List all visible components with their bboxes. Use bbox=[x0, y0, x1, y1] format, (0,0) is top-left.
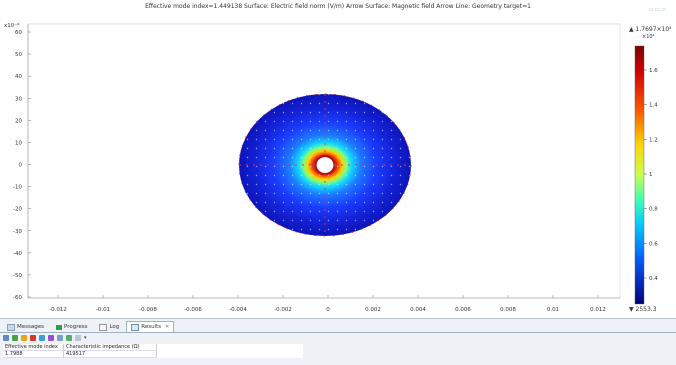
y-tick-label: -30 bbox=[13, 229, 22, 235]
colorbar-tick-label: 1.4 bbox=[649, 103, 658, 109]
tab-progress[interactable]: Progress bbox=[51, 321, 92, 332]
dropdown-icon[interactable]: ▾ bbox=[84, 335, 87, 341]
y-tick-label: 0 bbox=[19, 163, 23, 169]
y-tick-label: -60 bbox=[13, 295, 22, 301]
log-icon bbox=[99, 323, 108, 331]
colorbar bbox=[634, 45, 645, 305]
progress-icon bbox=[55, 324, 62, 330]
x-tick-label: -0.004 bbox=[229, 307, 247, 313]
chart-icon[interactable] bbox=[21, 335, 27, 341]
y-tick-label: 60 bbox=[15, 30, 22, 36]
tab-results[interactable]: Results ✕ bbox=[126, 321, 175, 332]
results-table: Effective mode index Characteristic impe… bbox=[3, 344, 303, 358]
color-icon[interactable] bbox=[48, 335, 54, 341]
x-tick-label: -0.006 bbox=[184, 307, 202, 313]
colorbar-exponent: ×10⁴ bbox=[642, 34, 655, 40]
y-tick-label: 10 bbox=[15, 140, 22, 146]
x-tick-label: -0.012 bbox=[49, 307, 67, 313]
x-tick-label: -0.008 bbox=[139, 307, 157, 313]
messages-icon bbox=[7, 323, 15, 331]
y-tick-label: 30 bbox=[15, 96, 22, 102]
colorbar-max-label: ▲ 1.7697×10⁴ bbox=[629, 26, 672, 33]
panel-tabs: Messages Progress Log Results ✕ bbox=[0, 321, 175, 332]
plot-toolbar-badge: ▭ ▭ ▭ bbox=[648, 7, 666, 13]
colorbar-ticks: 1.6 1.4 1.2 1 0.8 0.6 0.4 bbox=[644, 68, 658, 282]
x-ticks: -0.012 -0.01 -0.008 -0.006 -0.004 -0.002 0 0.00… bbox=[49, 295, 606, 313]
y-exponent-label: x10⁻⁶ bbox=[4, 22, 20, 29]
table-icon[interactable] bbox=[3, 335, 9, 341]
x-tick-label: 0 bbox=[326, 307, 330, 313]
y-tick-label: -40 bbox=[13, 251, 22, 257]
y-tick-label: 40 bbox=[15, 74, 22, 80]
y-ticks: 60 50 40 30 20 10 0 -10 -20 -30 -40 -50 -60 bbox=[13, 30, 31, 301]
graph-icon[interactable] bbox=[39, 335, 45, 341]
close-icon[interactable]: ✕ bbox=[165, 324, 170, 330]
colorbar-min-label: ▼ 2553.3 bbox=[629, 306, 657, 313]
tab-divider bbox=[0, 332, 676, 333]
table-cell: 1.7988 bbox=[3, 351, 64, 358]
x-tick-label: -0.002 bbox=[274, 307, 292, 313]
x-tick-label: 0.008 bbox=[500, 307, 516, 313]
colorbar-tick-label: 0.6 bbox=[649, 241, 658, 247]
table-cell: 419517 bbox=[64, 351, 157, 358]
x-tick-label: 0.004 bbox=[410, 307, 426, 313]
x-tick-label: -0.01 bbox=[96, 307, 110, 313]
x-tick-label: 0.006 bbox=[455, 307, 471, 313]
tab-label: Results bbox=[141, 324, 162, 330]
table-row[interactable]: 1.7988 419517 bbox=[3, 351, 303, 358]
export-icon[interactable] bbox=[66, 335, 72, 341]
x-tick-label: 0.002 bbox=[365, 307, 381, 313]
tab-messages[interactable]: Messages bbox=[2, 321, 49, 332]
y-tick-label: -20 bbox=[13, 207, 22, 213]
electric-field-surface bbox=[238, 93, 412, 237]
y-tick-label: 50 bbox=[15, 52, 22, 58]
bottom-panel: Messages Progress Log Results ✕ ▾ Effect… bbox=[0, 318, 676, 365]
colorbar-tick-label: 0.8 bbox=[649, 207, 658, 213]
results-toolbar: ▾ bbox=[3, 334, 87, 342]
tab-label: Log bbox=[109, 324, 120, 330]
copy-icon[interactable] bbox=[57, 335, 63, 341]
colorbar-tick-label: 1.2 bbox=[649, 137, 658, 143]
plot-title: Effective mode index=1.449138 Surface: E… bbox=[145, 3, 531, 10]
colorbar-tick-label: 0.4 bbox=[649, 276, 658, 282]
options-icon[interactable] bbox=[75, 335, 81, 341]
table-header-row: Effective mode index Characteristic impe… bbox=[3, 344, 303, 351]
colorbar-tick-label: 1 bbox=[649, 172, 653, 178]
delete-icon[interactable] bbox=[30, 335, 36, 341]
tab-log[interactable]: Log bbox=[94, 321, 124, 332]
tab-label: Progress bbox=[63, 324, 88, 330]
y-tick-label: -10 bbox=[13, 185, 22, 191]
results-icon bbox=[131, 323, 140, 331]
x-tick-label: 0.012 bbox=[590, 307, 606, 313]
table-header: Effective mode index bbox=[3, 344, 64, 351]
y-tick-label: 20 bbox=[15, 118, 22, 124]
colorbar-tick-label: 1.6 bbox=[649, 68, 658, 74]
x-tick-label: 0.01 bbox=[547, 307, 559, 313]
tab-label: Messages bbox=[17, 324, 44, 330]
geometry-arrow-lines bbox=[239, 94, 411, 236]
refresh-icon[interactable] bbox=[12, 335, 18, 341]
table-header: Characteristic impedance (Ω) bbox=[64, 344, 157, 351]
y-tick-label: -50 bbox=[13, 273, 22, 279]
